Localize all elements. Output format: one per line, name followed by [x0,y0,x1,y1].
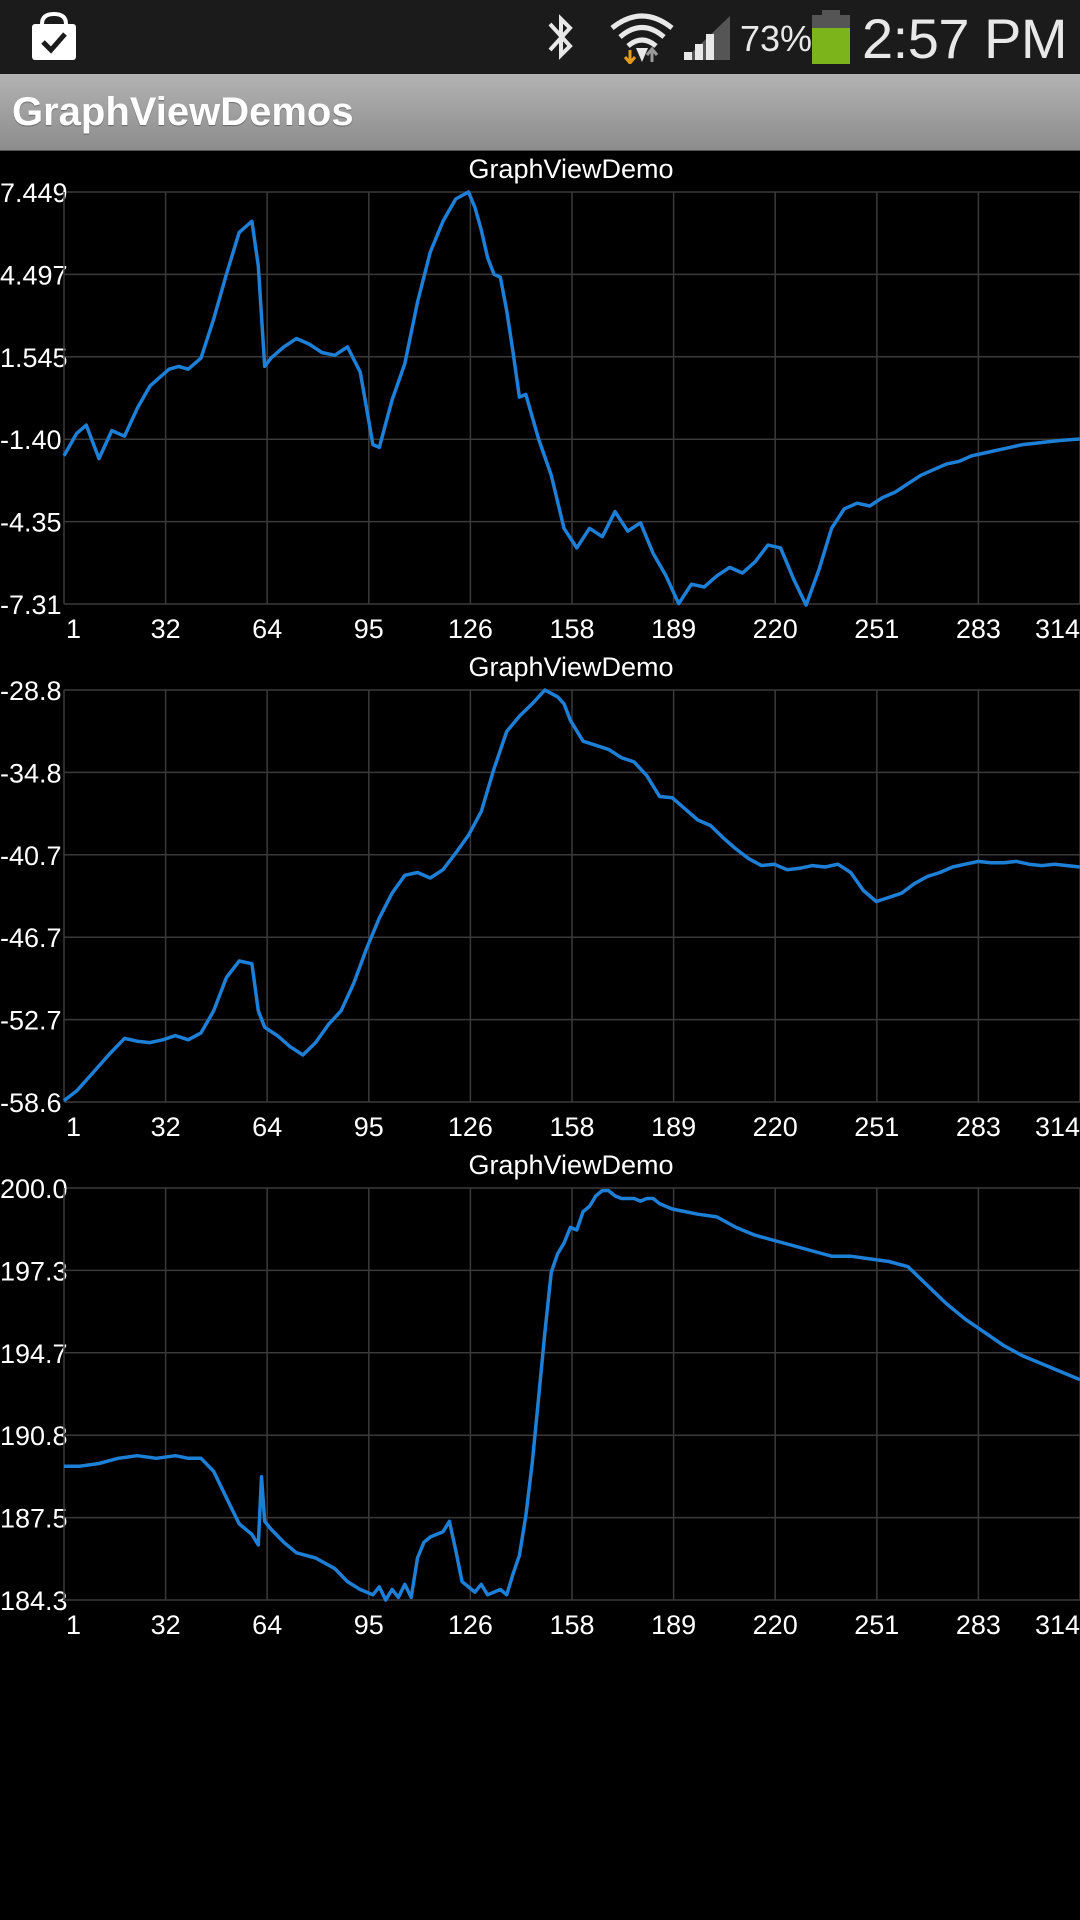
x-tick-label: 158 [549,614,594,644]
chart-title: GraphViewDemo [468,154,673,184]
x-tick-label: 314 [1035,614,1080,644]
graph-panel-1: GraphViewDemo 7.449 4.497 1.545 -1.40 -4.35 -7… [0,152,1080,650]
x-tick-label: 64 [252,1610,282,1640]
action-bar: GraphViewDemos [0,74,1080,151]
x-tick-label: 251 [854,1610,899,1640]
y-tick-label: -40.7 [0,841,62,871]
graph-panel-2: GraphViewDemo -28.8 -34.8 -40.7 -46.7 -52.7 -5… [0,650,1080,1148]
x-tick-label: 158 [549,1112,594,1142]
wifi-icon [610,13,674,64]
graph-panel-3: GraphViewDemo 200.0 197.3 194.7 190.8 187.5 18… [0,1148,1080,1646]
y-tick-label: 200.0 [0,1174,68,1204]
status-clock: 2:57 PM [862,7,1068,70]
y-tick-label: 7.449 [0,178,68,208]
y-tick-label: -1.40 [0,425,62,455]
x-tick-label: 283 [956,1610,1001,1640]
y-tick-label: 4.497 [0,260,68,290]
y-tick-label: -46.7 [0,923,62,953]
line-chart-3: GraphViewDemo 200.0 197.3 194.7 190.8 187.5 18… [0,1150,1080,1640]
x-tick-label: 32 [151,1610,181,1640]
x-tick-label: 314 [1035,1610,1080,1640]
y-tick-label: 1.545 [0,343,68,373]
app-title: GraphViewDemos [12,90,354,134]
x-tick-label: 32 [151,614,181,644]
x-tick-label: 189 [651,614,696,644]
x-tick-label: 283 [956,1112,1001,1142]
y-tick-label: -52.7 [0,1006,62,1036]
y-tick-label: 187.5 [0,1504,68,1534]
signal-icon [684,16,730,60]
x-tick-label: 220 [753,1112,798,1142]
x-tick-label: 32 [151,1112,181,1142]
x-tick-label: 189 [651,1112,696,1142]
y-tick-label: -58.6 [0,1088,62,1118]
y-tick-label: -4.35 [0,508,62,538]
status-bar: 73% 2:57 PM [0,0,1080,74]
battery-icon [812,10,850,64]
y-tick-label: 190.8 [0,1421,68,1451]
x-tick-label: 1 [66,1112,81,1142]
x-tick-label: 220 [753,1610,798,1640]
y-tick-label: -34.8 [0,758,62,788]
chart-title: GraphViewDemo [468,652,673,682]
x-tick-label: 1 [66,1610,81,1640]
x-tick-label: 251 [854,614,899,644]
x-tick-label: 95 [354,1112,384,1142]
x-tick-label: 126 [448,1112,493,1142]
x-tick-label: 283 [956,614,1001,644]
x-tick-label: 314 [1035,1112,1080,1142]
y-tick-label: -28.8 [0,676,62,706]
x-tick-label: 126 [448,1610,493,1640]
x-tick-label: 251 [854,1112,899,1142]
line-chart-1: GraphViewDemo 7.449 4.497 1.545 -1.40 -4.35 -7… [0,154,1080,644]
x-tick-label: 189 [651,1610,696,1640]
x-tick-label: 158 [549,1610,594,1640]
shopping-bag-icon [32,12,76,60]
y-tick-label: 197.3 [0,1256,68,1286]
x-tick-label: 64 [252,614,282,644]
battery-percent: 73% [740,18,813,59]
x-tick-label: 1 [66,614,81,644]
x-tick-label: 220 [753,614,798,644]
series-line [64,1188,1080,1602]
x-tick-label: 95 [354,614,384,644]
x-tick-label: 95 [354,1610,384,1640]
y-tick-label: 194.7 [0,1339,68,1369]
line-chart-2: GraphViewDemo -28.8 -34.8 -40.7 -46.7 -52.7 -5… [0,652,1080,1142]
y-tick-label: 184.3 [0,1586,68,1616]
bluetooth-icon [548,14,573,60]
series-line [62,688,1080,1102]
x-tick-label: 64 [252,1112,282,1142]
x-tick-label: 126 [448,614,493,644]
series-line [62,190,1080,607]
chart-title: GraphViewDemo [468,1150,673,1180]
y-tick-label: -7.31 [0,590,62,620]
